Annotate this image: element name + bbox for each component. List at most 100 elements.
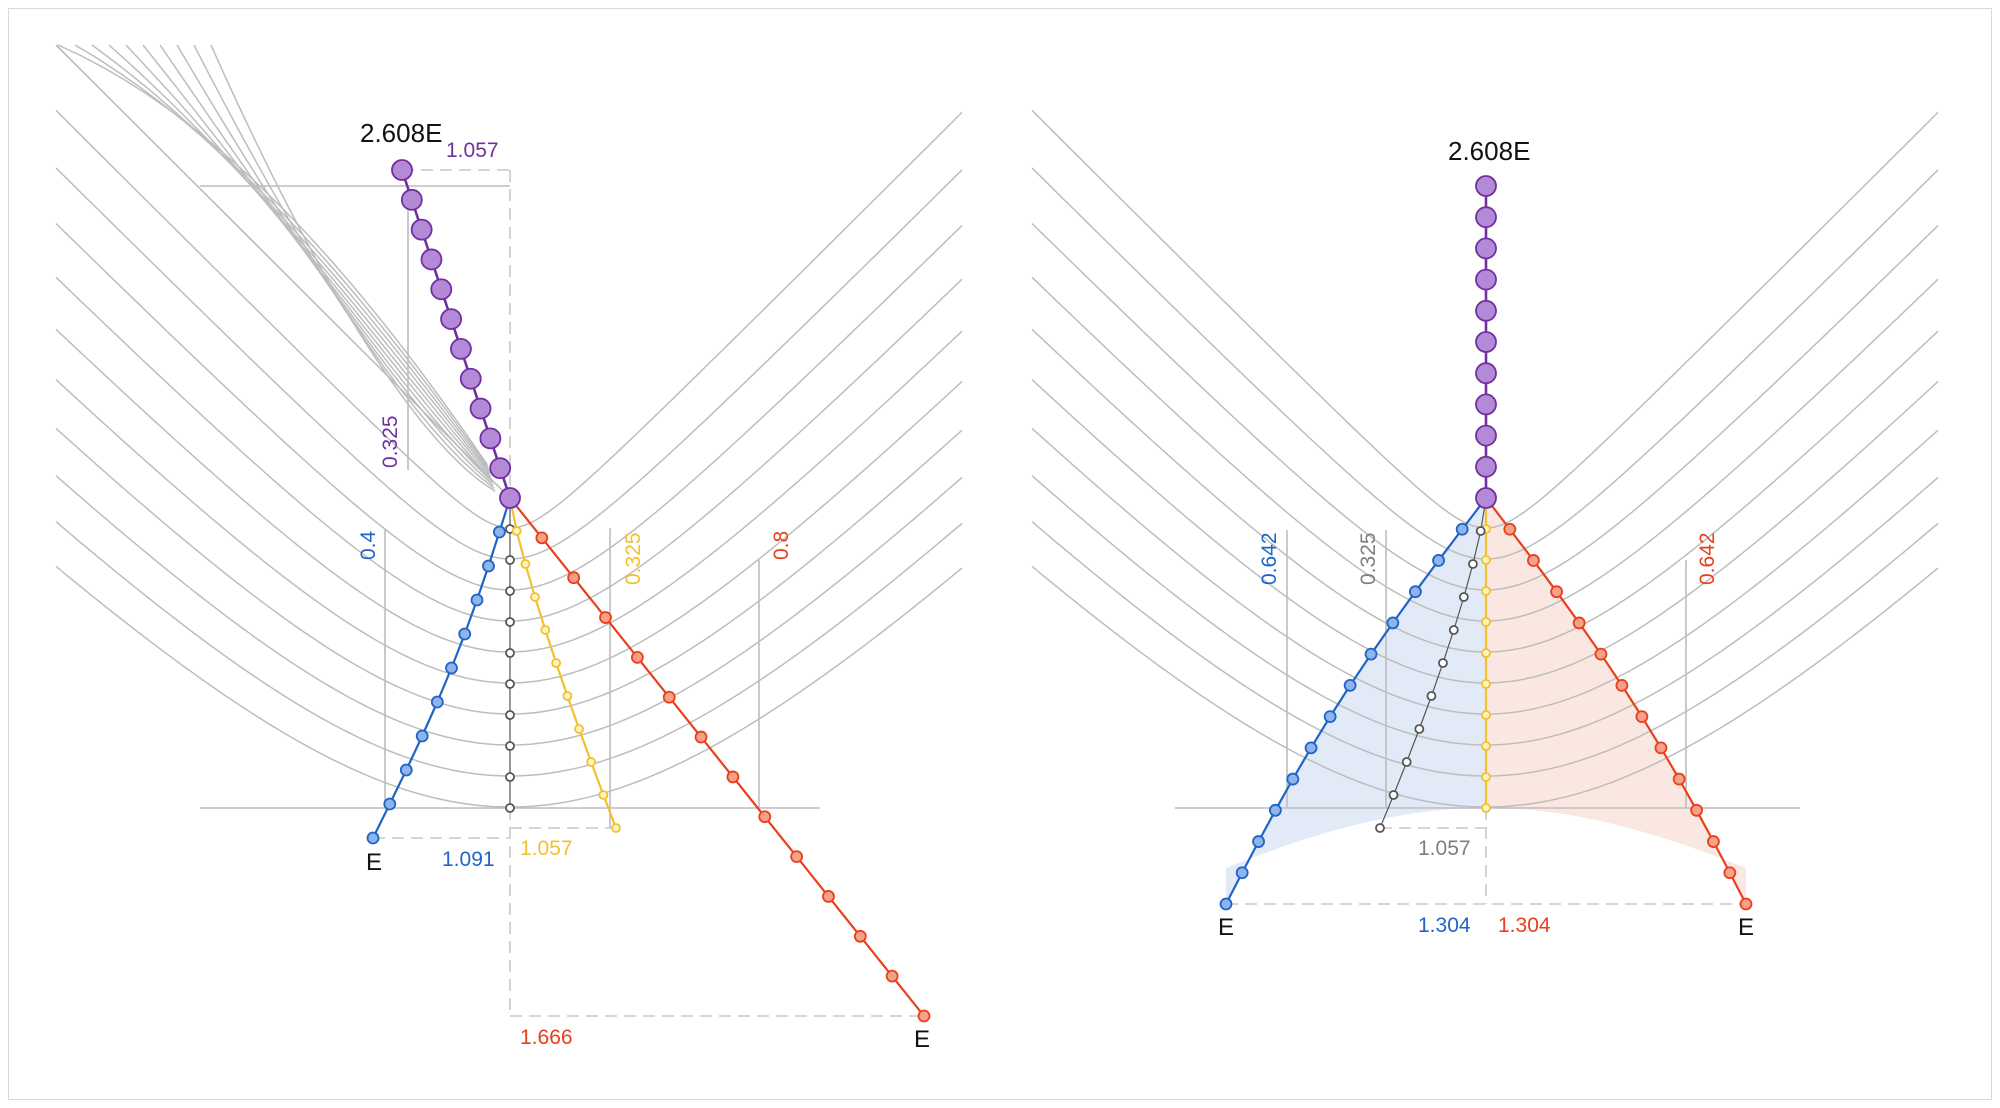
- right-blue-point-7: [1323, 710, 1337, 724]
- left-yellow-point-8: [586, 757, 596, 767]
- right-blue-point-6: [1343, 678, 1357, 692]
- right-blue-height-label: 0.642: [1258, 532, 1281, 585]
- left-blue-point-5: [445, 661, 458, 675]
- left-guide-lines: [55, 44, 924, 1017]
- right-red-point-9: [1672, 772, 1686, 786]
- left-purple-point-4: [420, 248, 443, 271]
- left-blue-point-9: [383, 797, 397, 811]
- right-blue-point-8: [1304, 741, 1318, 755]
- left-purple-point-1: [391, 159, 413, 181]
- left-blue-point-8: [399, 763, 413, 777]
- left-gray-point-10: [505, 803, 515, 813]
- left-red-point-7: [726, 770, 740, 784]
- left-red-point-6: [694, 730, 708, 744]
- left-red-point-2: [567, 571, 581, 585]
- right-blue-point-11: [1252, 835, 1265, 848]
- left-gray-point-7: [505, 710, 515, 720]
- right-red-point-1: [1503, 522, 1517, 536]
- left-upper-curve-2: [74, 44, 489, 469]
- left-yellow-point-6: [562, 691, 573, 701]
- left-purple-point-10: [479, 427, 502, 450]
- right-red-point-4: [1572, 616, 1586, 630]
- right-yellow-point-8: [1481, 741, 1491, 751]
- right-yellow-point-4: [1481, 617, 1491, 627]
- right-red-point-6: [1615, 678, 1629, 692]
- left-yellow-point-1: [511, 526, 522, 536]
- right-purple-point-4: [1475, 268, 1497, 291]
- left-upper-curve-10: [210, 44, 496, 492]
- right-gray-width-label: 1.057: [1418, 837, 1471, 860]
- right-gray-point-3: [1458, 592, 1469, 602]
- left-blue-point-2: [482, 559, 495, 573]
- left-gray-point-9: [505, 772, 515, 782]
- left-yellow-point-10: [611, 823, 621, 833]
- left-red-point-8: [758, 810, 772, 824]
- left-upper-curve-5: [125, 44, 492, 478]
- left-peak-label: 2.608E: [360, 118, 442, 148]
- left-purple-point-11: [489, 457, 512, 480]
- left-upper-curve-3: [91, 44, 490, 472]
- right-shaded-regions: [1226, 498, 1746, 904]
- right-yellow-point-3: [1481, 586, 1491, 596]
- left-red-point-11: [853, 929, 867, 943]
- right-blue-end-label: E: [1218, 914, 1234, 941]
- left-red-path: [509, 497, 925, 1017]
- right-gray-point-5: [1438, 658, 1448, 668]
- left-blue-point-4: [458, 627, 472, 641]
- right-blue-point-1: [1455, 522, 1469, 536]
- left-red-point-13: [917, 1009, 931, 1023]
- left-diagonal-asymptote: [55, 44, 511, 499]
- right-red-point-7: [1635, 710, 1649, 724]
- right-blue-point-5: [1364, 647, 1378, 661]
- right-yellow-point-2: [1481, 555, 1491, 565]
- right-purple-point-9: [1475, 424, 1497, 447]
- left-blue-end-label: E: [366, 849, 382, 876]
- right-red-point-11: [1707, 835, 1720, 848]
- left-reaction-paths: [366, 159, 931, 1023]
- left-upper-curve-1: [57, 44, 489, 466]
- right-gray-point-6: [1426, 691, 1437, 701]
- left-blue-point-1: [492, 525, 506, 539]
- left-upper-curve-4: [108, 44, 491, 475]
- left-gray-point-8: [505, 741, 515, 751]
- left-lower-curve-4: [55, 276, 963, 622]
- left-blue-point-10: [366, 831, 380, 845]
- right-red-height-label: 0.642: [1696, 532, 1719, 585]
- left-yellow-point-4: [540, 625, 551, 635]
- right-yellow-point-9: [1481, 772, 1491, 782]
- left-top-width-label: 1.057: [446, 139, 499, 162]
- right-red-point-13: [1739, 897, 1753, 911]
- right-gray-height-label: 0.325: [1357, 532, 1380, 585]
- right-purple-point-11: [1475, 487, 1497, 509]
- left-yellow-point-2: [520, 559, 531, 569]
- left-purple-point-8: [459, 367, 482, 390]
- right-purple-point-1: [1475, 175, 1497, 197]
- left-blue-point-6: [430, 695, 444, 709]
- left-yellow-point-3: [530, 592, 540, 602]
- right-blue-point-4: [1386, 616, 1400, 630]
- right-gray-point-1: [1475, 526, 1486, 536]
- right-red-point-10: [1690, 803, 1704, 817]
- left-lower-curve-8: [55, 475, 963, 746]
- left-blue-path: [372, 497, 512, 839]
- right-yellow-point-7: [1481, 710, 1491, 720]
- left-yellow-point-7: [574, 724, 584, 734]
- right-blue-width-label: 1.304: [1418, 914, 1471, 937]
- left-red-point-5: [662, 690, 676, 704]
- right-purple-point-5: [1475, 299, 1497, 322]
- right-red-shaded-area: [1486, 498, 1746, 904]
- left-yellow-point-9: [598, 790, 609, 800]
- left-blue-height-label: 0.4: [357, 530, 380, 560]
- left-blue-width-label: 1.091: [442, 848, 495, 871]
- left-purple-point-12: [499, 487, 521, 509]
- left-yellow-width-label: 1.057: [520, 837, 573, 860]
- left-red-point-1: [535, 531, 549, 545]
- left-red-end-label: E: [914, 1026, 930, 1053]
- right-red-point-8: [1654, 741, 1668, 755]
- right-blue-point-13: [1219, 897, 1233, 911]
- right-purple-point-10: [1475, 455, 1497, 478]
- left-gray-point-6: [505, 679, 515, 689]
- right-yellow-point-5: [1481, 648, 1491, 658]
- right-blue-point-3: [1408, 585, 1422, 599]
